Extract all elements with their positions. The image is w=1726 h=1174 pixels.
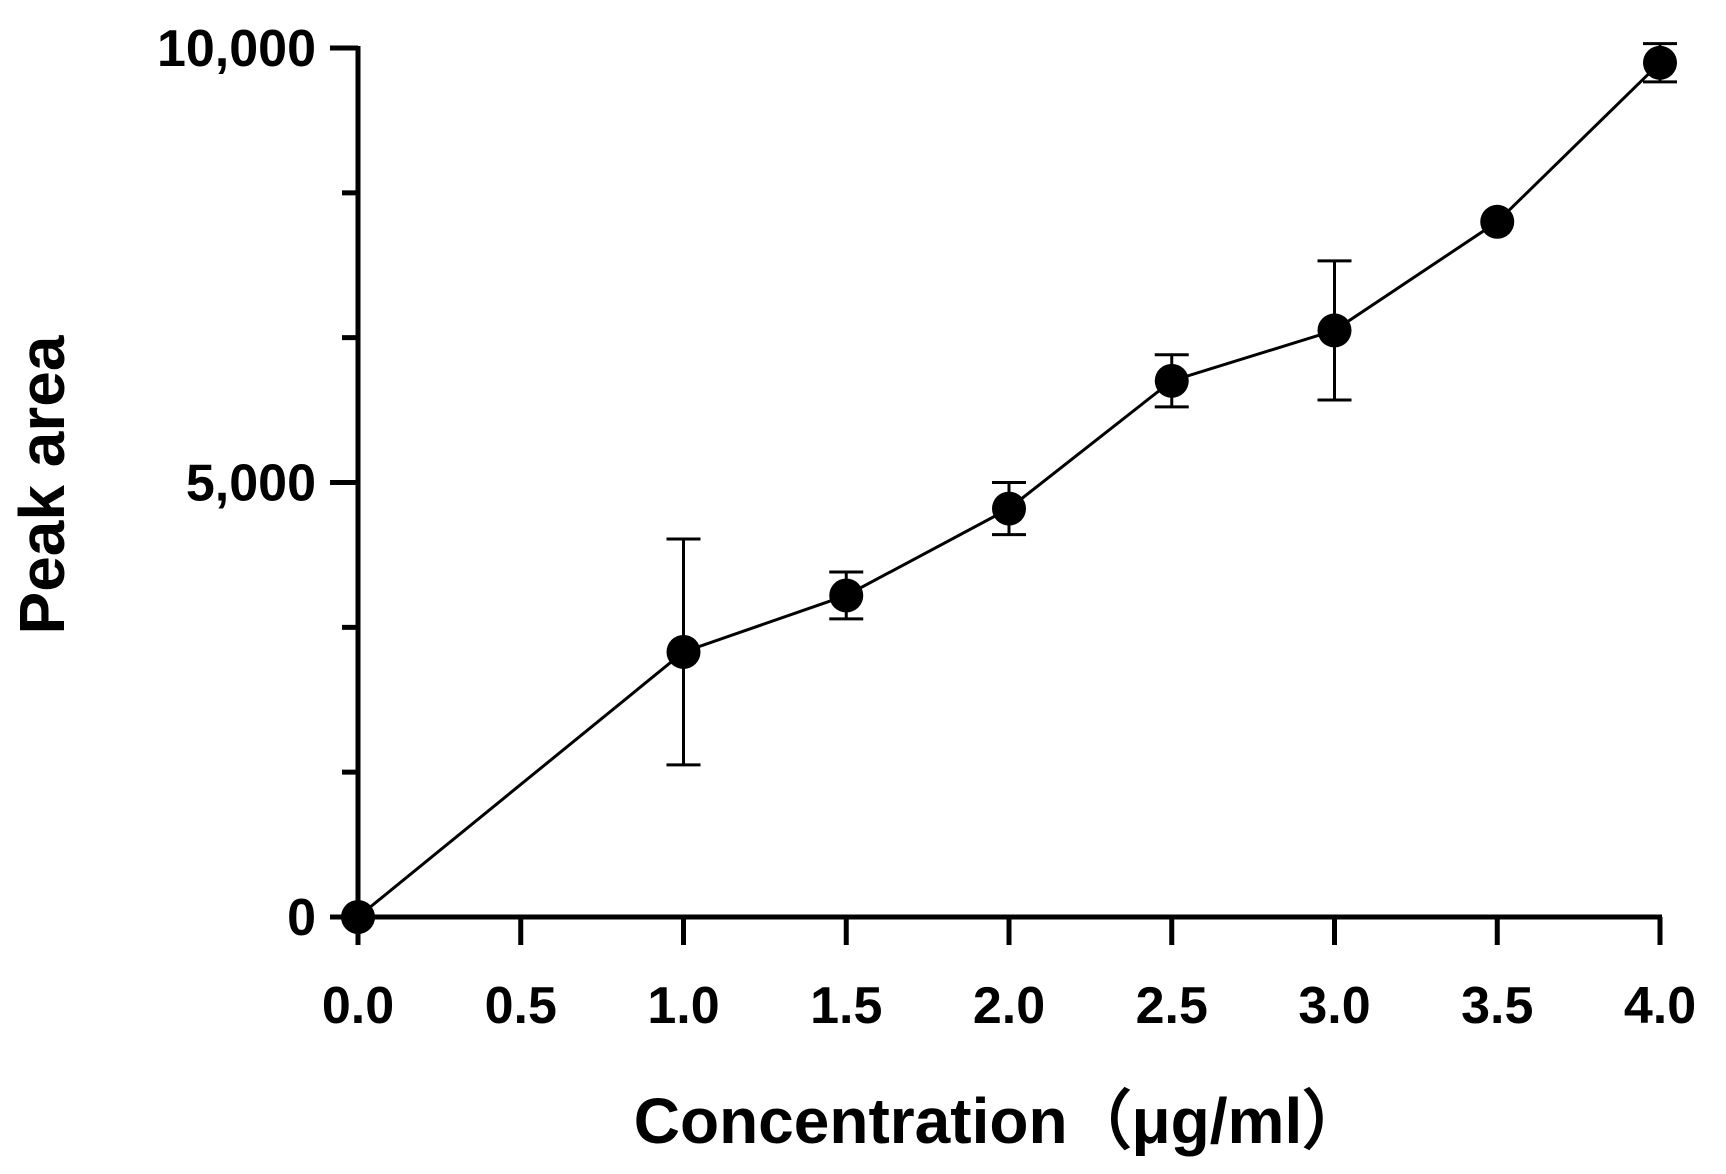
y-tick-label: 0 <box>287 889 316 947</box>
data-point <box>666 634 701 669</box>
x-tick-label: 0.5 <box>485 977 557 1035</box>
x-tick-label: 0.0 <box>322 977 394 1035</box>
data-point <box>1480 204 1515 239</box>
x-tick-label: 2.5 <box>1136 977 1208 1035</box>
x-tick-label: 1.0 <box>647 977 719 1035</box>
x-tick-label: 1.5 <box>810 977 882 1035</box>
y-axis-title: Peak area <box>6 335 78 634</box>
series-group <box>341 42 1677 934</box>
data-point <box>1154 363 1189 398</box>
axes: 0.0 0.5 1.0 1.5 2.0 2.5 3.0 3.5 4.0 0 5,000 10,000 <box>157 20 1696 1035</box>
data-point <box>341 900 375 934</box>
x-axis-title: Concentration（μg/ml） <box>634 1085 1367 1157</box>
data-point <box>829 578 864 613</box>
y-tick-label: 10,000 <box>157 20 316 78</box>
x-tick-label: 4.0 <box>1624 977 1696 1035</box>
data-point <box>1643 45 1677 80</box>
data-point <box>992 491 1026 526</box>
data-point <box>1317 313 1352 348</box>
y-tick-label: 5,000 <box>186 455 316 513</box>
x-tick-label: 3.5 <box>1461 977 1533 1035</box>
x-tick-label: 2.0 <box>973 977 1045 1035</box>
x-tick-label: 3.0 <box>1298 977 1370 1035</box>
series-line <box>357 61 1662 919</box>
